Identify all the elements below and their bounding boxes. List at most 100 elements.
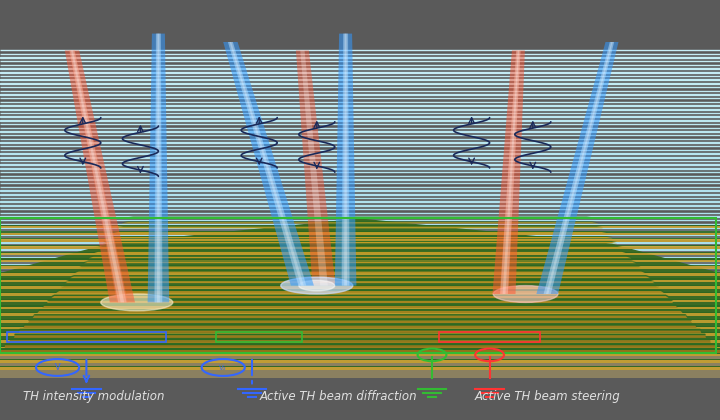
Polygon shape (89, 257, 631, 258)
Polygon shape (544, 42, 614, 294)
Polygon shape (51, 296, 669, 298)
Bar (0, 408, 720, 409)
Bar (0, 349, 720, 350)
Polygon shape (546, 42, 613, 294)
Polygon shape (0, 320, 720, 323)
Bar (216, 332, 302, 342)
Polygon shape (56, 291, 664, 293)
Polygon shape (228, 42, 306, 286)
Bar (0, 153, 720, 154)
Polygon shape (0, 273, 720, 276)
Bar (0, 260, 720, 261)
Polygon shape (32, 315, 688, 318)
Polygon shape (0, 293, 720, 296)
Polygon shape (0, 233, 720, 235)
Bar (0, 353, 720, 354)
Bar (0, 297, 720, 298)
Bar (0, 72, 720, 73)
Polygon shape (300, 50, 328, 286)
Bar (0, 279, 720, 280)
Bar (0, 205, 720, 206)
Bar (0, 68, 720, 69)
Bar (0, 105, 720, 106)
Polygon shape (0, 326, 720, 327)
Polygon shape (0, 319, 720, 320)
Polygon shape (0, 346, 720, 347)
Polygon shape (70, 275, 650, 276)
Ellipse shape (101, 294, 173, 311)
Bar (0, 79, 720, 80)
Polygon shape (0, 285, 720, 286)
Polygon shape (155, 34, 162, 302)
Polygon shape (60, 286, 660, 288)
Polygon shape (344, 34, 347, 286)
Polygon shape (0, 231, 720, 233)
Polygon shape (37, 311, 683, 313)
Bar (0, 168, 720, 169)
Polygon shape (0, 352, 720, 354)
Polygon shape (503, 50, 519, 294)
Polygon shape (122, 222, 598, 223)
Text: Active TH beam steering: Active TH beam steering (474, 390, 620, 403)
Polygon shape (544, 42, 614, 294)
Bar (0, 316, 720, 317)
Polygon shape (0, 354, 720, 356)
Polygon shape (4, 345, 716, 348)
Ellipse shape (281, 277, 353, 294)
Polygon shape (66, 281, 654, 283)
Bar (0, 120, 720, 121)
Polygon shape (148, 34, 169, 302)
Bar (0, 57, 720, 58)
Bar (0, 223, 720, 224)
Bar (0, 227, 720, 228)
Ellipse shape (493, 286, 558, 302)
Polygon shape (60, 285, 660, 286)
Bar (0, 323, 720, 324)
Polygon shape (51, 294, 669, 296)
Bar (0, 186, 720, 187)
Polygon shape (0, 366, 720, 367)
Polygon shape (47, 301, 673, 303)
Polygon shape (19, 331, 701, 333)
Polygon shape (0, 332, 720, 333)
Polygon shape (126, 217, 594, 218)
Bar (0, 190, 720, 191)
Polygon shape (94, 252, 626, 253)
Bar (0, 360, 720, 361)
Polygon shape (0, 252, 720, 253)
Bar (0, 338, 720, 339)
Polygon shape (0, 278, 720, 280)
Polygon shape (94, 251, 626, 252)
Polygon shape (0, 313, 720, 316)
Polygon shape (28, 320, 692, 323)
Polygon shape (0, 258, 720, 260)
Polygon shape (112, 232, 608, 234)
Polygon shape (492, 50, 525, 294)
Polygon shape (0, 218, 720, 370)
Bar (0, 327, 720, 328)
Bar (0, 109, 720, 110)
Polygon shape (37, 309, 683, 311)
Bar (0, 364, 720, 365)
Bar (0, 94, 720, 95)
Bar (0, 397, 720, 398)
Polygon shape (71, 50, 125, 302)
Text: TH intensity modulation: TH intensity modulation (23, 390, 164, 403)
Bar (0, 157, 720, 158)
Polygon shape (75, 271, 645, 273)
Polygon shape (117, 227, 603, 228)
Bar (0, 401, 720, 402)
Polygon shape (42, 306, 678, 308)
Bar (0, 253, 720, 254)
Polygon shape (0, 292, 720, 293)
Bar (0, 370, 720, 420)
Polygon shape (0, 360, 720, 363)
Polygon shape (0, 312, 720, 313)
Polygon shape (0, 307, 720, 309)
Polygon shape (0, 266, 720, 269)
Polygon shape (296, 50, 336, 286)
Polygon shape (79, 265, 641, 266)
Bar (0, 142, 720, 143)
Polygon shape (89, 256, 631, 257)
Polygon shape (70, 276, 650, 278)
